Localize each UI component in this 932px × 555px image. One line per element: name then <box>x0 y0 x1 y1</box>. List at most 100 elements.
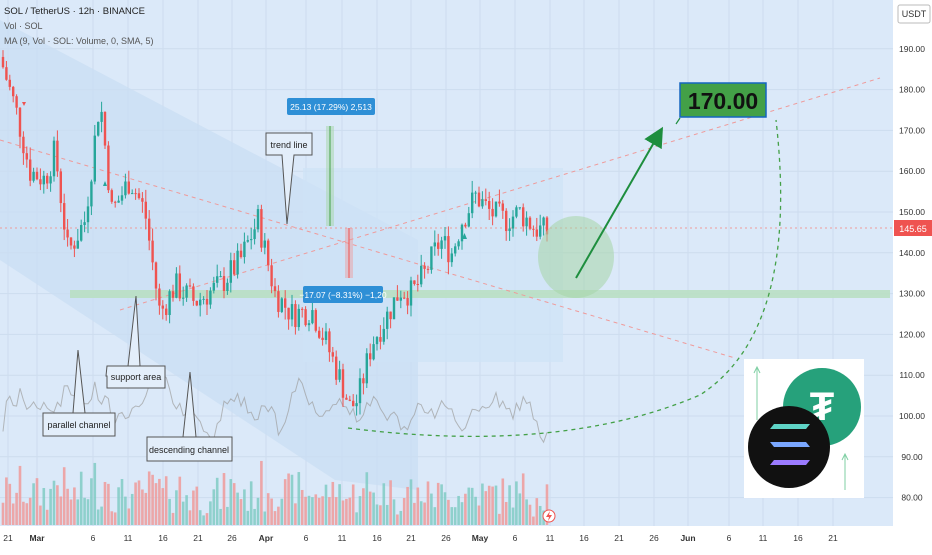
time-tick-label: Mar <box>29 533 45 543</box>
candle-body <box>457 241 460 247</box>
current-price-badge <box>894 220 932 236</box>
candle-body <box>498 201 501 204</box>
target-label-box <box>679 82 767 118</box>
volume-bar <box>147 471 151 525</box>
volume-bar <box>198 510 202 525</box>
volume-bar <box>280 498 284 525</box>
candle-body <box>399 297 402 301</box>
descending-channel-label: descending channel <box>149 445 229 455</box>
support-area-pointer <box>127 295 141 367</box>
volume-bar <box>307 495 311 525</box>
time-tick-label: 26 <box>227 533 237 543</box>
candle-body <box>86 206 90 223</box>
candle-body <box>525 217 528 227</box>
measure-up-label: 25.13 (17.29%) 2,513 <box>290 102 372 112</box>
price-tick-label: 110.00 <box>899 370 925 380</box>
volume-bar <box>389 480 392 525</box>
candle-body <box>379 337 382 342</box>
time-tick-label: 11 <box>759 533 768 543</box>
volume-bar <box>345 498 348 525</box>
candle-body <box>192 286 195 301</box>
candle-body <box>287 307 290 320</box>
candle-body <box>76 240 79 249</box>
volume-bar <box>73 487 76 525</box>
candle-body <box>158 288 161 306</box>
descending-channel-callout-box[interactable] <box>146 436 233 462</box>
volume-bar <box>117 487 120 525</box>
support-area-callout-box[interactable] <box>105 365 166 389</box>
candle-body <box>32 171 35 181</box>
candle-body <box>25 153 28 160</box>
volume-bar <box>28 497 32 525</box>
time-axis-panel <box>0 526 893 550</box>
candle-body <box>416 283 419 285</box>
volume-bar <box>202 515 205 525</box>
trend-line-callout[interactable] <box>265 132 313 225</box>
candle-body <box>243 241 246 258</box>
time-tick-label: 26 <box>649 533 659 543</box>
candle-body <box>511 216 515 229</box>
volume-bar <box>178 476 182 525</box>
volume-bar <box>470 487 474 525</box>
volume-bar <box>212 489 216 525</box>
volume-bar <box>532 516 535 525</box>
candle-body <box>297 308 300 328</box>
volume-bar <box>209 501 212 525</box>
candle-body <box>107 145 110 191</box>
volume-bar <box>423 502 426 525</box>
volume-bar <box>45 509 49 525</box>
candle-body <box>280 298 283 312</box>
volume-bar <box>375 504 379 525</box>
volume-bar <box>453 507 457 525</box>
volume-bar <box>321 496 324 525</box>
candle-body <box>491 208 494 217</box>
volume-bar <box>311 497 314 525</box>
candle-body <box>532 228 535 230</box>
candle-body <box>447 236 450 263</box>
candle-body <box>73 245 76 249</box>
price-tick-label: 140.00 <box>899 248 925 258</box>
candle-body <box>151 240 154 263</box>
volume-bar <box>477 505 481 525</box>
volume-bar <box>86 499 90 525</box>
candle-body <box>450 253 453 263</box>
candle-body <box>413 280 416 284</box>
candle-body <box>226 282 229 291</box>
candle-body <box>256 209 260 230</box>
candle-body <box>134 193 137 195</box>
volume-bar <box>253 508 256 525</box>
volume-bar <box>481 483 484 525</box>
price-tick-label: 160.00 <box>899 166 925 176</box>
candle-body <box>403 297 406 299</box>
candle-body <box>501 203 504 211</box>
parallel-channel-callout-box[interactable] <box>42 412 116 437</box>
candle-body <box>375 337 379 345</box>
candle-body <box>314 310 317 331</box>
candle-body <box>185 285 188 298</box>
volume-bar <box>430 493 433 525</box>
candle-body <box>103 111 107 146</box>
candle-body <box>352 400 355 407</box>
candle-body <box>284 298 287 308</box>
candle-body <box>505 210 508 232</box>
volume-bar <box>15 492 18 525</box>
volume-bar <box>538 505 542 525</box>
currency-box[interactable] <box>897 4 931 24</box>
time-tick-label: 21 <box>614 533 624 543</box>
candle-body <box>69 237 73 246</box>
candle-body <box>124 181 127 196</box>
candle-body <box>1 56 5 68</box>
volume-bar <box>426 481 430 525</box>
volume-bar <box>331 481 335 525</box>
target-pointer <box>675 117 681 125</box>
candle-body <box>341 369 345 398</box>
time-tick-label: 11 <box>338 533 347 543</box>
candle-body <box>127 181 130 194</box>
candle-body <box>15 96 18 108</box>
candle-body <box>488 201 491 209</box>
price-tick-label: 120.00 <box>899 329 925 339</box>
parallel-channel-label: parallel channel <box>47 420 110 430</box>
time-tick-label: 11 <box>124 533 133 543</box>
